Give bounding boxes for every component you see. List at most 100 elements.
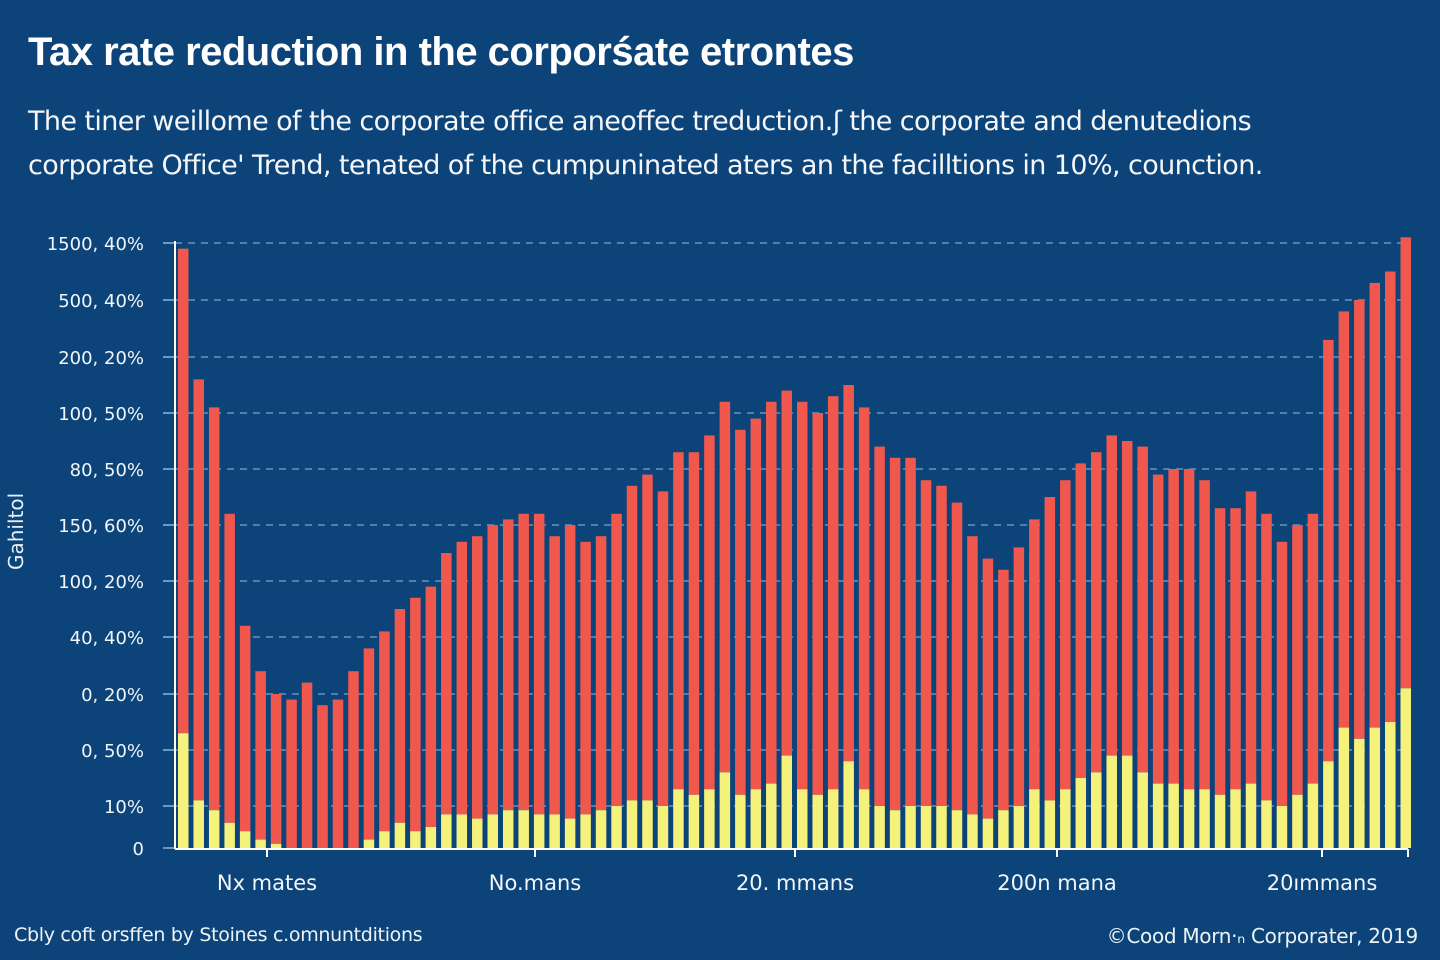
bar-upper-44 — [843, 385, 854, 762]
x-tick-label: 200n mana — [997, 871, 1117, 895]
bar-lower-27 — [580, 814, 591, 848]
bar-upper-68 — [1214, 508, 1226, 795]
bar-upper-53 — [982, 558, 994, 819]
bar-lower-77 — [1354, 738, 1365, 848]
bar-upper-34 — [688, 452, 700, 795]
subtitle-line-1: The tiner weillome of the corporate offi… — [28, 106, 1252, 137]
bar-upper-32 — [657, 491, 669, 806]
bar-lower-35 — [704, 789, 715, 848]
bar-lower-29 — [611, 806, 622, 848]
bar-lower-5 — [239, 831, 251, 848]
bar-lower-59 — [1075, 778, 1087, 848]
bar-lower-78 — [1369, 727, 1381, 848]
bar-lower-6 — [255, 839, 266, 848]
bar-upper-12 — [348, 671, 359, 848]
bar-lower-19 — [456, 814, 468, 848]
bar-lower-49 — [920, 806, 932, 848]
bar-upper-41 — [796, 401, 808, 790]
bar-lower-54 — [998, 810, 1009, 848]
bar-lower-45 — [858, 789, 870, 848]
bar-lower-14 — [379, 831, 390, 848]
y-tick-label: 500, 40% — [58, 291, 144, 312]
y-tick-label: 100, 50% — [58, 404, 144, 425]
bar-lower-44 — [843, 761, 854, 848]
bar-upper-55 — [1013, 547, 1025, 806]
bar-lower-1 — [178, 733, 189, 848]
bar-lower-43 — [827, 789, 839, 848]
bar-lower-23 — [518, 810, 529, 848]
bar-lower-2 — [193, 800, 204, 848]
bar-upper-37 — [735, 429, 746, 795]
x-tick-labels: Nx mates No.mans 20. mmans 200n mana 20ımman… — [217, 849, 1409, 895]
bar-lower-36 — [719, 772, 731, 848]
bar-upper-29 — [611, 513, 622, 806]
bar-upper-56 — [1029, 519, 1040, 790]
bar-upper-6 — [255, 671, 266, 840]
bar-upper-52 — [967, 536, 978, 815]
x-tick-label: Nx mates — [217, 871, 317, 895]
bar-lower-30 — [626, 800, 638, 848]
bar-upper-9 — [301, 682, 313, 848]
bar-lower-38 — [750, 789, 762, 848]
bar-upper-36 — [719, 401, 731, 773]
bar-lower-16 — [410, 831, 421, 848]
bar-upper-16 — [410, 597, 421, 832]
y-tick-label: 0, 20% — [81, 685, 144, 706]
source-note: Cbly coft orsffen by Stoines c.omnuntdit… — [14, 924, 423, 946]
y-tick-label: 0 — [133, 839, 144, 860]
bar-upper-33 — [673, 452, 684, 790]
bar-lower-28 — [595, 810, 607, 848]
bars — [178, 237, 1411, 848]
bar-lower-25 — [549, 814, 560, 848]
y-tick-label: 10% — [104, 797, 144, 818]
bar-lower-21 — [487, 814, 498, 848]
bar-lower-37 — [735, 794, 746, 848]
bar-upper-54 — [998, 569, 1009, 811]
bar-lower-67 — [1199, 789, 1210, 848]
chart-title: Tax rate reduction in the corporśate etr… — [28, 30, 854, 74]
y-tick-label: 80, 50% — [70, 460, 144, 481]
bar-lower-51 — [951, 810, 963, 848]
bar-lower-22 — [502, 810, 514, 848]
bar-upper-76 — [1338, 311, 1350, 728]
bar-lower-34 — [688, 794, 700, 848]
bar-upper-23 — [518, 513, 529, 811]
bar-lower-42 — [812, 794, 823, 848]
bar-upper-65 — [1168, 469, 1179, 784]
x-tick-label: No.mans — [489, 871, 581, 895]
bar-lower-3 — [208, 810, 220, 848]
bar-upper-30 — [626, 485, 638, 801]
bar-upper-73 — [1292, 525, 1303, 795]
bar-lower-75 — [1323, 761, 1334, 848]
subtitle-line-2: corporate Office' Trend, tenated of the … — [28, 150, 1263, 181]
x-tick-label: 20. mmans — [736, 871, 854, 895]
bar-upper-58 — [1060, 480, 1071, 790]
bar-upper-28 — [595, 536, 607, 811]
bar-lower-17 — [425, 827, 437, 848]
bar-upper-27 — [580, 541, 591, 815]
bar-lower-20 — [472, 818, 483, 848]
bar-lower-58 — [1060, 789, 1071, 848]
bar-upper-75 — [1323, 339, 1334, 762]
bar-lower-71 — [1261, 800, 1272, 848]
bar-upper-62 — [1121, 441, 1133, 756]
bar-upper-1 — [178, 248, 189, 734]
bar-lower-63 — [1137, 772, 1148, 848]
bar-lower-73 — [1292, 794, 1303, 848]
bar-upper-64 — [1152, 474, 1164, 784]
bar-upper-59 — [1075, 463, 1087, 778]
bar-upper-61 — [1106, 435, 1117, 756]
bar-lower-7 — [270, 843, 282, 848]
bar-lower-64 — [1152, 783, 1164, 848]
bar-upper-47 — [889, 457, 901, 811]
bar-upper-3 — [208, 407, 220, 811]
bar-upper-38 — [750, 418, 762, 790]
bar-upper-77 — [1354, 300, 1365, 739]
bar-upper-17 — [425, 586, 437, 827]
bar-lower-50 — [936, 806, 947, 848]
bar-lower-31 — [642, 800, 653, 848]
bar-upper-7 — [270, 694, 282, 844]
bar-lower-61 — [1106, 755, 1117, 848]
bar-upper-8 — [286, 699, 297, 848]
bar-upper-21 — [487, 525, 498, 815]
